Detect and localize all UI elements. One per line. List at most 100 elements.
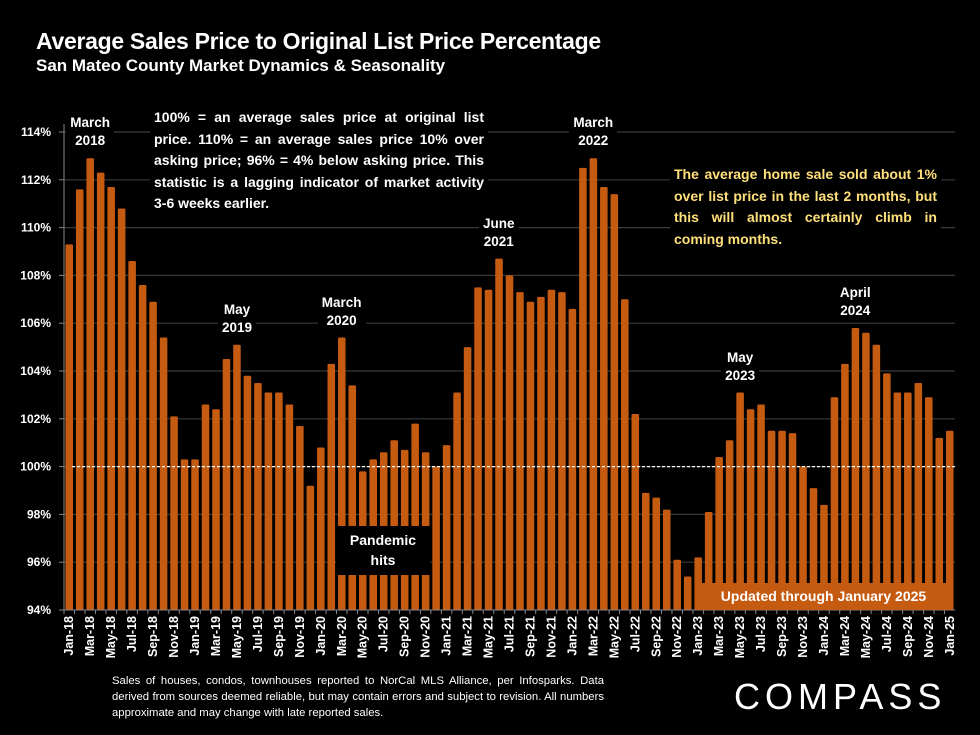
bar-Jan-19 — [191, 459, 199, 610]
x-tick-label: Jul-23 — [754, 616, 768, 652]
current-market-note: The average home sale sold about 1% over… — [670, 164, 941, 250]
peak-label-year: 2022 — [578, 133, 609, 149]
peak-label-month: March — [321, 294, 362, 310]
bar-Apr-20 — [348, 385, 357, 610]
peak-label-year: 2023 — [725, 367, 756, 383]
bar-Sep-21 — [526, 301, 535, 610]
peak-label-year: 2019 — [221, 319, 252, 335]
peak-label-month: June — [483, 215, 515, 231]
bar-Jul-19 — [254, 382, 262, 610]
x-tick-label: Nov-18 — [167, 616, 181, 658]
bar-Feb-20 — [327, 363, 336, 610]
bar-Dec-23 — [809, 488, 818, 610]
bar-Aug-18 — [138, 284, 147, 610]
bar-Apr-21 — [474, 287, 482, 610]
bar-Apr-24 — [851, 327, 860, 610]
source-footnote: Sales of houses, condos, townhouses repo… — [112, 675, 604, 719]
bar-Jun-22 — [621, 299, 629, 610]
pandemic-annotation: Pandemic hits — [336, 526, 430, 575]
bar-May-24 — [862, 332, 870, 610]
x-tick-label: Jul-24 — [880, 616, 894, 652]
updated-through-badge: Updated through January 2025 — [696, 583, 951, 610]
y-tick-label: 102% — [20, 412, 51, 426]
x-tick-label: Jan-19 — [188, 616, 202, 656]
x-tick-label: Nov-21 — [544, 616, 558, 658]
x-tick-label: May-24 — [859, 616, 873, 658]
y-tick-label: 112% — [21, 173, 51, 187]
peak-label-year: 2020 — [326, 312, 357, 328]
bar-Jun-23 — [746, 409, 755, 610]
y-tick-label: 100% — [20, 460, 51, 474]
bar-Jul-22 — [631, 414, 640, 610]
bar-Apr-19 — [222, 359, 231, 610]
bar-Jan-18 — [65, 244, 74, 610]
bar-Oct-23 — [788, 433, 797, 610]
bar-Jan-25 — [945, 430, 954, 610]
y-tick-label: 110% — [21, 221, 51, 235]
x-tick-label: Nov-22 — [670, 616, 684, 658]
peak-label: March 2020 — [317, 293, 366, 330]
bar-Mar-19 — [212, 409, 220, 610]
y-tick-label: 96% — [27, 555, 51, 569]
bar-chart: 94% 96% 98% 100% 102% 104% 106% 108% 110% 112% 114… — [20, 124, 957, 658]
bar-Feb-19 — [201, 404, 210, 610]
bar-Jan-20 — [317, 447, 325, 610]
x-tick-label: Mar-19 — [209, 616, 223, 656]
x-tick-label: Jul-22 — [628, 616, 642, 652]
bar-Sep-18 — [149, 301, 157, 610]
bar-Oct-20 — [411, 423, 419, 610]
bar-Dec-19 — [306, 485, 315, 610]
y-axis-ticks: 94% 96% 98% 100% 102% 104% 106% 108% 110% 112% 114… — [20, 125, 64, 617]
bar-Nov-23 — [799, 466, 807, 610]
bar-Jan-22 — [568, 308, 577, 610]
bar-May-22 — [610, 194, 619, 610]
bar-Dec-22 — [683, 576, 692, 610]
y-tick-label: 94% — [27, 603, 51, 617]
peak-label: May 2023 — [721, 348, 760, 385]
x-tick-label: Sep-24 — [901, 616, 915, 657]
bar-Aug-21 — [516, 292, 524, 610]
bar-Dec-24 — [935, 437, 944, 610]
x-tick-label: Sep-19 — [272, 616, 286, 657]
bar-Feb-21 — [453, 392, 461, 610]
x-tick-label: Jan-18 — [62, 616, 76, 656]
bar-Sep-24 — [904, 392, 912, 610]
bar-May-21 — [484, 289, 493, 610]
bar-Sep-19 — [275, 392, 283, 610]
bar-Oct-22 — [662, 509, 671, 610]
x-tick-label: May-22 — [607, 616, 621, 658]
bar-Nov-22 — [673, 559, 681, 610]
bar-Jul-24 — [883, 373, 891, 610]
bar-Oct-24 — [914, 382, 923, 610]
bar-Jun-18 — [117, 208, 126, 611]
axes — [63, 124, 955, 611]
x-tick-label: Jan-20 — [314, 616, 328, 656]
x-tick-label: Jul-21 — [503, 616, 517, 652]
compass-logo: COMPASS — [734, 676, 947, 717]
x-tick-label: Nov-24 — [922, 616, 936, 658]
bar-Nov-24 — [925, 397, 933, 610]
bar-Jan-21 — [442, 445, 451, 610]
x-tick-label: Mar-18 — [83, 616, 97, 656]
x-tick-label: Jan-25 — [943, 616, 957, 656]
bar-Feb-22 — [579, 167, 587, 610]
x-tick-label: May-23 — [733, 616, 747, 658]
bar-Sep-22 — [652, 497, 661, 610]
x-tick-label: Sep-23 — [775, 616, 789, 657]
x-tick-label: Nov-23 — [796, 616, 810, 658]
bar-Jul-23 — [757, 404, 765, 610]
bar-Apr-23 — [725, 440, 734, 610]
y-tick-label: 114% — [21, 125, 51, 139]
peak-label: March 2018 — [66, 114, 114, 151]
x-tick-label: Mar-24 — [838, 616, 852, 656]
bar-Aug-24 — [893, 392, 902, 610]
peak-label: May 2019 — [217, 300, 256, 337]
bar-Mar-21 — [463, 347, 472, 610]
bar-series — [65, 158, 954, 611]
bar-Oct-18 — [159, 337, 168, 610]
bar-Sep-23 — [778, 430, 786, 610]
peak-label: March 2022 — [569, 114, 618, 151]
x-tick-label: Jan-23 — [691, 616, 705, 656]
x-tick-label: Mar-21 — [461, 616, 475, 656]
x-tick-label: Sep-22 — [649, 616, 663, 657]
